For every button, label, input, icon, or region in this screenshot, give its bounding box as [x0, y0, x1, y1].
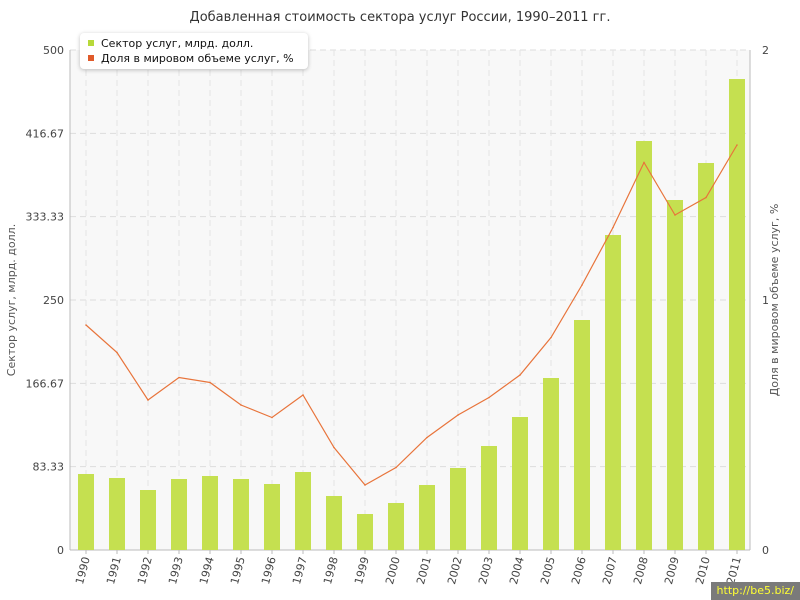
- line-point: [550, 336, 552, 339]
- bar: [78, 474, 94, 550]
- y-axis-title: Сектор услуг, млрд. долл.: [5, 224, 18, 376]
- line-point: [85, 324, 87, 326]
- watermark[interactable]: http://be5.biz/: [710, 582, 800, 600]
- bar: [326, 496, 342, 550]
- bar: [574, 320, 590, 550]
- y-tick-label: 83.33: [33, 461, 65, 474]
- y2-tick-label: 0: [762, 544, 769, 557]
- bar: [233, 479, 249, 550]
- x-tick-label: 1995: [228, 555, 248, 585]
- bar: [388, 503, 404, 550]
- bar: [729, 79, 745, 550]
- legend: Сектор услуг, млрд. долл. Доля в мировом…: [80, 33, 308, 69]
- line-point: [581, 284, 583, 286]
- x-tick-label: 1996: [259, 555, 279, 585]
- x-tick-label: 2007: [600, 555, 620, 585]
- x-tick-label: 1992: [135, 555, 155, 585]
- x-tick-label: 2001: [414, 555, 434, 585]
- bar: [698, 163, 714, 550]
- x-tick-label: 1999: [352, 555, 372, 585]
- x-tick-label: 1991: [104, 555, 124, 585]
- legend-item-line[interactable]: Доля в мировом объеме услуг, %: [88, 52, 294, 66]
- x-tick-label: 2005: [538, 555, 558, 585]
- bar: [512, 417, 528, 550]
- bar: [636, 141, 652, 550]
- line-point: [705, 196, 707, 199]
- chart-title: Добавленная стоимость сектора услуг Росс…: [189, 10, 611, 25]
- x-tick-label: 2004: [507, 555, 527, 585]
- bar: [667, 200, 683, 550]
- legend-swatch-bars: [88, 40, 94, 46]
- y-tick-label: 166.67: [26, 377, 65, 390]
- line-point: [116, 351, 118, 354]
- y2-axis-title: Доля в мировом объеме услуг, %: [768, 204, 781, 397]
- x-tick-label: 2006: [569, 555, 589, 585]
- x-tick-label: 1990: [73, 555, 93, 585]
- line-point: [643, 161, 645, 164]
- x-tick-label: 1994: [197, 555, 217, 585]
- line-point: [674, 214, 676, 216]
- x-tick-label: 2009: [662, 555, 682, 585]
- x-tick-label: 2008: [631, 555, 651, 585]
- bar: [419, 485, 435, 550]
- y2-tick-label: 1: [762, 294, 769, 307]
- line-point: [364, 484, 366, 486]
- line-point: [457, 414, 459, 416]
- x-tick-label: 2000: [383, 555, 403, 585]
- x-tick-label: 2002: [445, 555, 465, 585]
- bar: [450, 468, 466, 550]
- y-tick-label: 250: [43, 294, 64, 307]
- share-line: [85, 144, 738, 486]
- bar: [295, 472, 311, 550]
- x-tick-label: 1997: [290, 555, 310, 585]
- x-tick-label: 1998: [321, 555, 341, 585]
- line-point: [178, 376, 180, 379]
- y-tick-label: 333.33: [26, 211, 65, 224]
- bar: [109, 478, 125, 550]
- bar: [357, 514, 373, 550]
- line-point: [147, 399, 149, 401]
- line-point: [736, 144, 738, 146]
- bar: [140, 490, 156, 550]
- bar: [202, 476, 218, 550]
- bar: [605, 235, 621, 550]
- line-point: [333, 446, 335, 449]
- line-point: [271, 416, 273, 419]
- legend-swatch-line: [88, 55, 94, 61]
- line-point: [302, 394, 304, 396]
- line-point: [395, 466, 397, 469]
- bar: [264, 484, 280, 550]
- bar: [543, 378, 559, 550]
- line-point: [426, 436, 428, 439]
- x-tick-label: 2003: [476, 555, 496, 585]
- y-tick-label: 416.67: [26, 127, 65, 140]
- x-tick-label: 1993: [166, 555, 186, 585]
- y-tick-label: 500: [43, 44, 64, 57]
- legend-label-line: Доля в мировом объеме услуг, %: [101, 52, 294, 65]
- legend-label-bars: Сектор услуг, млрд. долл.: [101, 37, 254, 50]
- y2-tick-label: 2: [762, 44, 769, 57]
- line-point: [209, 381, 211, 384]
- line-point: [519, 374, 521, 376]
- line-point: [240, 404, 242, 406]
- legend-item-bars[interactable]: Сектор услуг, млрд. долл.: [88, 37, 253, 51]
- bar: [171, 479, 187, 550]
- y-tick-label: 0: [57, 544, 64, 557]
- line-point: [612, 226, 614, 229]
- line-point: [488, 396, 490, 399]
- bar: [481, 446, 497, 550]
